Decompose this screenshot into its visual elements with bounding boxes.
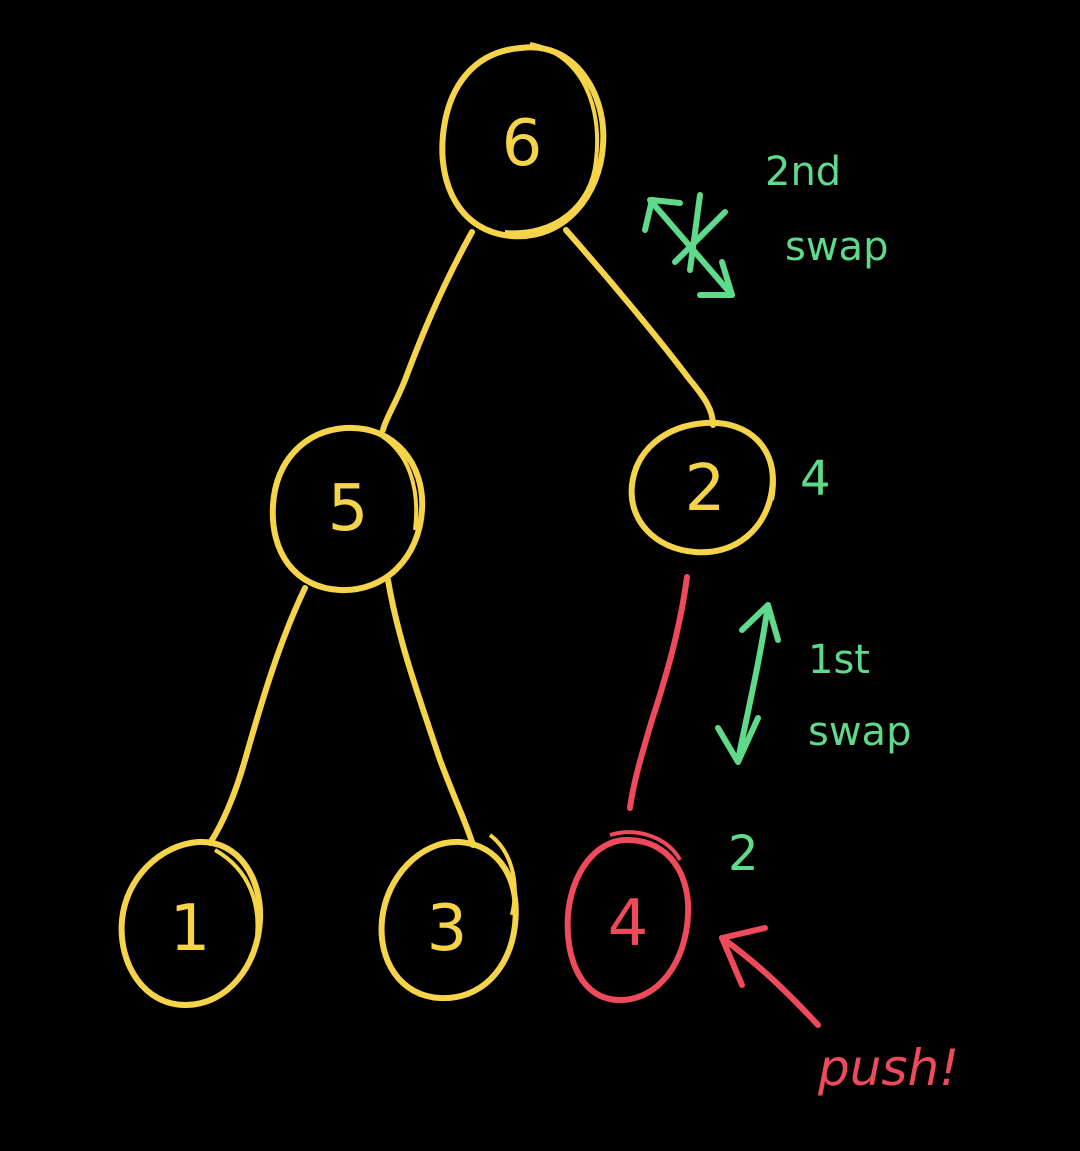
node-3-label: 3 <box>427 892 468 966</box>
node-2-label: 2 <box>685 452 726 526</box>
edge-6-2 <box>563 227 716 428</box>
push-label: push! <box>817 1039 959 1097</box>
node-3: 3 <box>378 833 519 1002</box>
node-2-new-value: 4 <box>800 451 831 507</box>
push-arrow <box>719 925 821 1028</box>
node-4-new-value: 2 <box>728 826 759 882</box>
node-2: 2 <box>628 419 776 556</box>
first-swap-arrow <box>715 602 781 765</box>
first-swap-label-line1: 1st <box>808 637 870 683</box>
edge-5-1 <box>207 585 308 846</box>
edge-6-5 <box>380 229 475 433</box>
node-4-label: 4 <box>608 887 649 961</box>
first-swap-label-line2: swap <box>808 709 911 755</box>
node-5-label: 5 <box>328 472 369 546</box>
node-6: 6 <box>439 42 607 240</box>
node-6-label: 6 <box>502 107 543 181</box>
node-1-label: 1 <box>170 892 211 966</box>
edge-2-4 <box>627 574 690 811</box>
node-4: 4 <box>564 830 692 1004</box>
node-1: 1 <box>118 838 264 1009</box>
node-5: 5 <box>269 424 426 594</box>
second-swap-label-line2: swap <box>785 224 888 270</box>
edge-5-3 <box>385 577 476 848</box>
second-swap-label-line1: 2nd <box>765 149 841 195</box>
second-swap-arrow <box>642 192 735 298</box>
